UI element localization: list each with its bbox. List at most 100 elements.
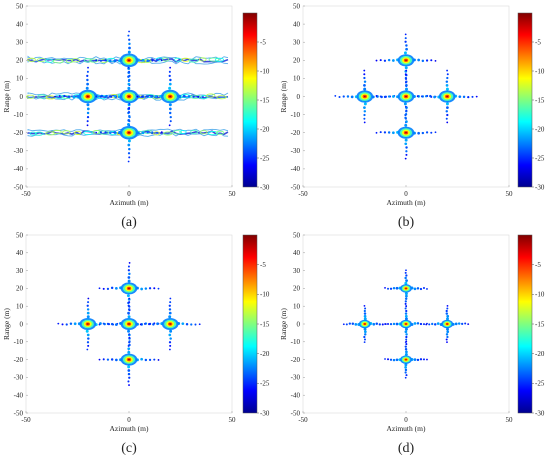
y-tick-label: 0 <box>297 93 301 101</box>
colorbar-tick-label: -5 <box>260 261 266 269</box>
colorbar-tick-label: -5 <box>535 261 541 269</box>
colorbar-tick-label: -15 <box>535 320 545 328</box>
x-tick-label: 50 <box>506 190 514 198</box>
panel-label: (d) <box>398 441 415 456</box>
y-tick-label: 50 <box>293 2 301 10</box>
y-tick-label: 10 <box>16 75 24 83</box>
target-point <box>98 262 160 315</box>
colorbar-tick-label: -25 <box>535 154 545 162</box>
y-tick-label: -10 <box>291 111 301 119</box>
y-tick-label: -40 <box>291 165 301 173</box>
target-point <box>139 297 201 351</box>
y-tick-label: 30 <box>293 267 301 275</box>
y-tick-label: -20 <box>14 129 24 137</box>
y-tick-label: -50 <box>14 409 24 417</box>
chart-panel: 50 40 30 20 10 0 -10 -20 -30 -40 -50-50 0 50 Azimuth … <box>2 231 270 456</box>
y-tick-label: -30 <box>14 374 24 382</box>
panel-label: (b) <box>398 215 415 230</box>
colorbar-tick-label: -20 <box>535 125 545 133</box>
y-tick-label: -30 <box>291 374 301 382</box>
x-axis-label: Azimuth (m) <box>110 424 149 433</box>
y-axis-label: Range (m) <box>279 80 288 112</box>
y-tick-label: 30 <box>16 39 24 47</box>
y-tick-label: -40 <box>291 392 301 400</box>
colorbar-tick-label: -30 <box>535 409 545 417</box>
y-axis-label: Range (m) <box>2 308 11 340</box>
colorbar-tick-label: -20 <box>535 350 545 358</box>
target-point <box>384 269 428 308</box>
y-tick-label: 10 <box>16 303 24 311</box>
target-point <box>375 105 437 160</box>
y-axis-label: Range (m) <box>2 80 11 112</box>
y-tick-label: -10 <box>291 338 301 346</box>
y-tick-label: 10 <box>293 303 301 311</box>
colorbar-tick-label: -10 <box>535 291 545 299</box>
target-point <box>375 33 437 88</box>
y-tick-label: -30 <box>291 147 301 155</box>
x-tick-label: 0 <box>404 190 408 198</box>
target-point <box>57 297 119 351</box>
target-point <box>384 340 428 379</box>
target-point <box>375 69 437 124</box>
colorbar <box>517 234 533 414</box>
colorbar-tick-label: -20 <box>260 125 270 133</box>
colorbar-tick-label: -30 <box>260 409 270 417</box>
target-point <box>334 69 396 124</box>
x-tick-label: 0 <box>404 416 408 424</box>
y-tick-label: 50 <box>293 231 301 239</box>
target-point <box>95 103 163 163</box>
x-tick-label: 50 <box>229 416 237 424</box>
target-point <box>54 66 122 127</box>
y-tick-label: 0 <box>20 320 24 328</box>
y-tick-label: -50 <box>14 183 24 191</box>
y-tick-label: -20 <box>291 129 301 137</box>
x-tick-label: -50 <box>298 416 308 424</box>
colorbar-tick-label: -25 <box>260 154 270 162</box>
y-tick-label: 30 <box>293 39 301 47</box>
x-axis-label: Azimuth (m) <box>110 198 149 207</box>
colorbar <box>242 12 258 188</box>
y-tick-label: 20 <box>293 57 301 65</box>
y-tick-label: 20 <box>16 57 24 65</box>
y-tick-label: -10 <box>14 111 24 119</box>
x-tick-label: 50 <box>506 416 514 424</box>
x-tick-label: -50 <box>21 190 31 198</box>
colorbar-tick-label: -30 <box>535 183 545 191</box>
chart-panel: 50 40 30 20 10 0 -10 -20 -30 -40 -50-50 0 50 Azimuth … <box>2 2 270 230</box>
colorbar-tick-label: -10 <box>535 67 545 75</box>
y-axis-label: Range (m) <box>279 308 288 340</box>
y-tick-label: -50 <box>291 183 301 191</box>
colorbar-tick-label: -20 <box>260 350 270 358</box>
y-tick-label: -30 <box>14 147 24 155</box>
y-tick-label: -50 <box>291 409 301 417</box>
colorbar-tick-label: -10 <box>260 67 270 75</box>
colorbar-tick-label: -15 <box>535 96 545 104</box>
colorbar-tick-label: -25 <box>260 380 270 388</box>
x-tick-label: -50 <box>298 190 308 198</box>
y-tick-label: 40 <box>16 20 24 28</box>
colorbar-tick-label: -30 <box>260 183 270 191</box>
y-tick-label: 10 <box>293 75 301 83</box>
x-tick-label: 0 <box>127 416 131 424</box>
x-tick-label: 0 <box>127 190 131 198</box>
colorbar-tick-label: -15 <box>260 320 270 328</box>
y-tick-label: 20 <box>16 285 24 293</box>
chart-panel: 50 40 30 20 10 0 -10 -20 -30 -40 -50-50 0 50 Azimuth … <box>279 231 545 456</box>
target-point <box>416 69 478 124</box>
colorbar-tick-label: -15 <box>260 96 270 104</box>
y-tick-label: -20 <box>14 356 24 364</box>
target-point <box>98 333 160 386</box>
x-axis-label: Azimuth (m) <box>387 424 426 433</box>
y-tick-label: 40 <box>16 249 24 257</box>
y-tick-label: -40 <box>14 165 24 173</box>
y-tick-label: -40 <box>14 392 24 400</box>
colorbar <box>242 234 258 414</box>
y-tick-label: 40 <box>293 20 301 28</box>
panel-label: (c) <box>121 441 137 456</box>
target-point <box>425 304 470 344</box>
y-tick-label: 20 <box>293 285 301 293</box>
y-tick-label: -20 <box>291 356 301 364</box>
colorbar-tick-label: -10 <box>260 291 270 299</box>
